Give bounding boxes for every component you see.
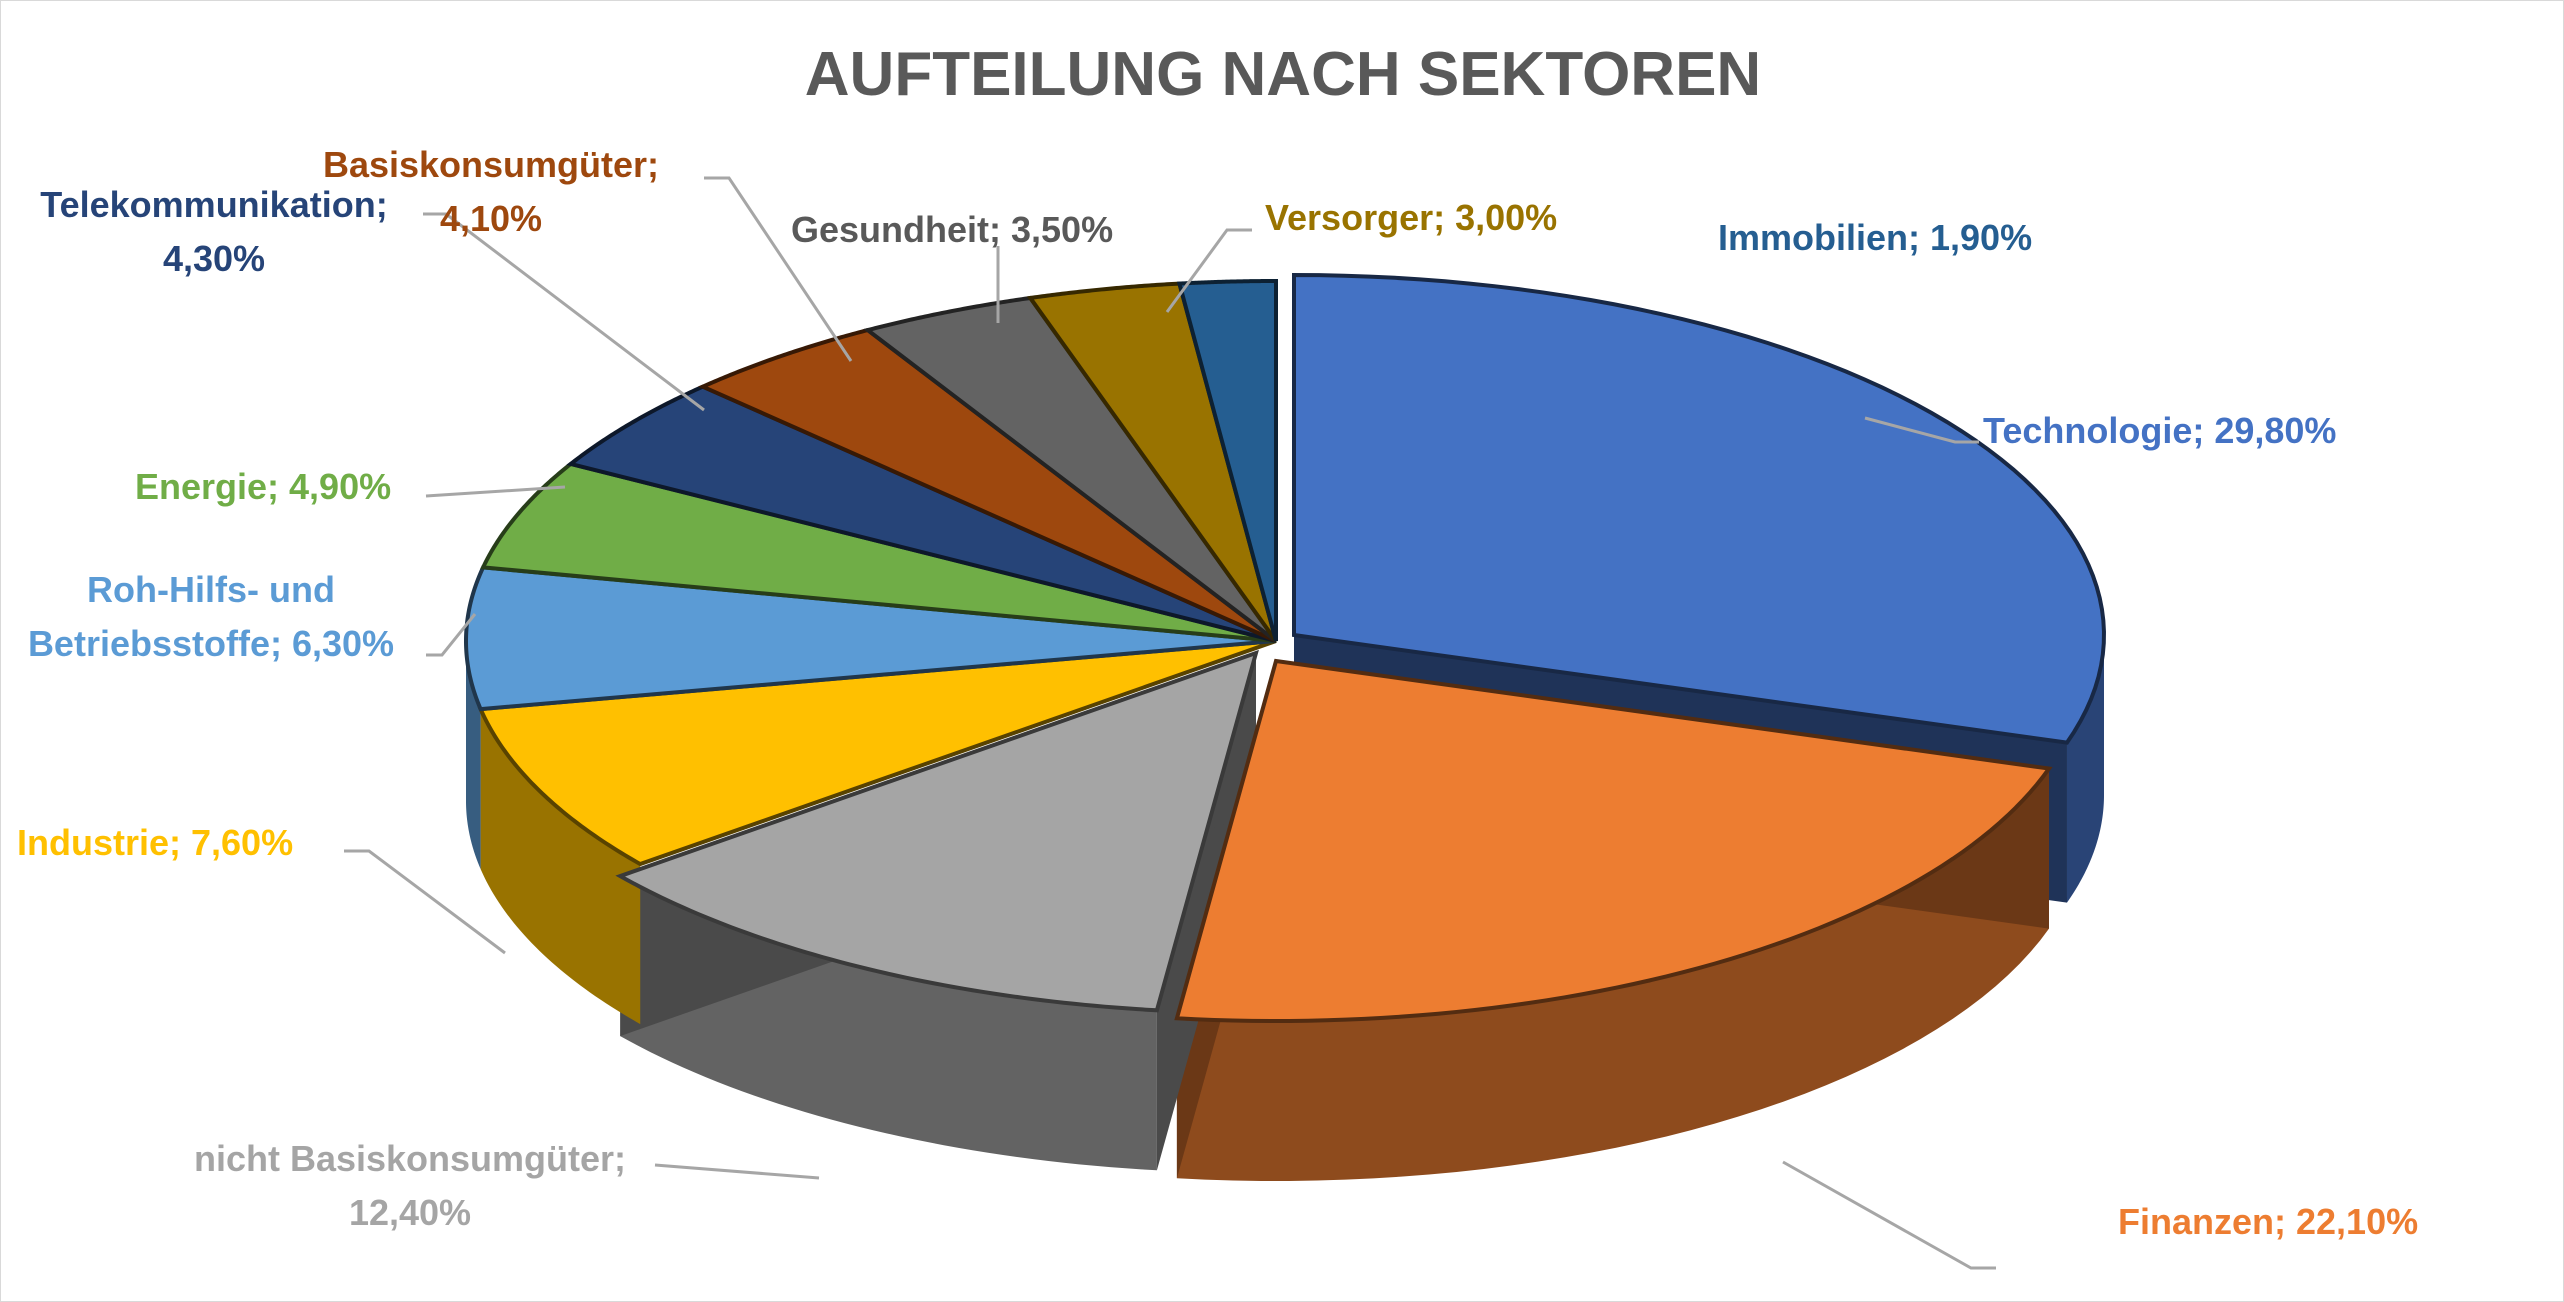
data-label-finanzen: Finanzen; 22,10% bbox=[2118, 1201, 2419, 1242]
slice-side-technologie bbox=[2066, 635, 2104, 903]
slice-immobilien bbox=[1176, 278, 1278, 642]
data-label-technologie: Technologie; 29,80% bbox=[1983, 410, 2337, 451]
data-label-industrie: Industrie; 7,60% bbox=[17, 822, 294, 863]
data-label-line: nicht Basiskonsumgüter; bbox=[193, 1138, 627, 1179]
leader-line-roh bbox=[426, 613, 477, 657]
data-label-immobilien: Immobilien; 1,90% bbox=[1718, 217, 2033, 258]
data-label-line: 4,10% bbox=[439, 198, 543, 239]
slice-versorger bbox=[1026, 281, 1278, 643]
data-label-line: 4,30% bbox=[162, 238, 266, 279]
slice-side-industrie bbox=[480, 709, 641, 1025]
data-label-gesundheit: Gesundheit; 3,50% bbox=[791, 209, 1114, 250]
data-label-telekommunikation: Telekommunikation; 4,30% bbox=[14, 178, 414, 286]
leader-line-basiskonsumgueter bbox=[704, 176, 853, 362]
data-label-line: Betriebsstoffe; 6,30% bbox=[27, 623, 395, 664]
leader-line-nicht-basiskonsumgueter bbox=[654, 1163, 820, 1180]
slice-side-roh-hilfs-und-betriebsstoffe bbox=[466, 641, 481, 870]
data-label-energie: Energie; 4,90% bbox=[135, 466, 392, 507]
data-label-roh-hilfs-betriebsstoffe: Roh-Hilfs- und Betriebsstoffe; 6,30% bbox=[1, 563, 421, 671]
data-label-line: 12,40% bbox=[348, 1192, 472, 1233]
slice-energie bbox=[480, 461, 1277, 643]
leader-line-industrie bbox=[344, 849, 506, 955]
slice-roh-hilfs-und-betriebsstoffe bbox=[464, 565, 1277, 712]
data-label-line: Basiskonsumgüter; bbox=[322, 144, 660, 185]
leader-line-telekommunikation bbox=[423, 212, 705, 412]
data-label-versorger: Versorger; 3,00% bbox=[1265, 197, 1558, 238]
slice-industrie bbox=[477, 639, 1277, 867]
slice-finanzen bbox=[1174, 658, 2053, 1023]
data-label-line: Roh-Hilfs- und bbox=[87, 569, 335, 610]
leader-line-technologie bbox=[1864, 416, 1979, 444]
slice-telekommunikation bbox=[566, 384, 1277, 643]
leader-line-finanzen bbox=[1782, 1160, 1996, 1270]
slice-basiskonsumg-ter bbox=[697, 327, 1278, 643]
slice-gesundheit bbox=[863, 295, 1278, 643]
chart-title: AUFTEILUNG NACH SEKTOREN bbox=[804, 40, 1762, 109]
slice-side-finanzen bbox=[1176, 768, 2049, 1181]
slice-technologie bbox=[1292, 272, 2106, 745]
data-label-line: Telekommunikation; bbox=[40, 184, 388, 225]
leader-line-versorger bbox=[1165, 228, 1252, 313]
slice-nicht-basiskonsumg-ter bbox=[615, 649, 1259, 1013]
data-label-nicht-basiskonsumgueter: nicht Basiskonsumgüter; 12,40% bbox=[110, 1132, 710, 1240]
data-label-basiskonsumgueter: Basiskonsumgüter; 4,10% bbox=[291, 138, 691, 246]
leader-line-energie bbox=[425, 485, 566, 498]
